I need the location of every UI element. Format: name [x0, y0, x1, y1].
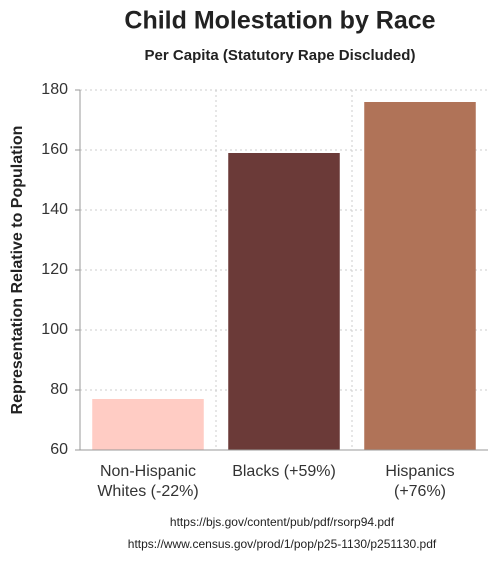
y-tick-label: 120 — [41, 261, 68, 278]
x-tick-label: Non-Hispanic Whites (-22%) — [97, 463, 199, 500]
y-tick-label: 160 — [41, 141, 68, 158]
chart-subtitle: Per Capita (Statutory Rape Discluded) — [145, 47, 416, 64]
y-tick-label: 80 — [50, 381, 68, 398]
chart-title: Child Molestation by Race — [124, 7, 435, 35]
bar — [92, 399, 204, 450]
source: https://www.census.gov/prod/1/pop/p25-11… — [128, 537, 437, 551]
x-tick-label: Blacks (+59%) — [232, 463, 336, 480]
x-tick-label: Hispanics (+76%) — [385, 463, 455, 500]
source: https://bjs.gov/content/pub/pdf/rsorp94.… — [170, 515, 395, 529]
y-tick-label: 180 — [41, 81, 68, 98]
bar — [228, 153, 340, 450]
y-axis-label: Representation Relative to Population — [9, 126, 26, 415]
y-tick-label: 100 — [41, 321, 68, 338]
y-tick-label: 60 — [50, 441, 68, 458]
y-tick-label: 140 — [41, 201, 68, 218]
bar — [364, 102, 476, 450]
